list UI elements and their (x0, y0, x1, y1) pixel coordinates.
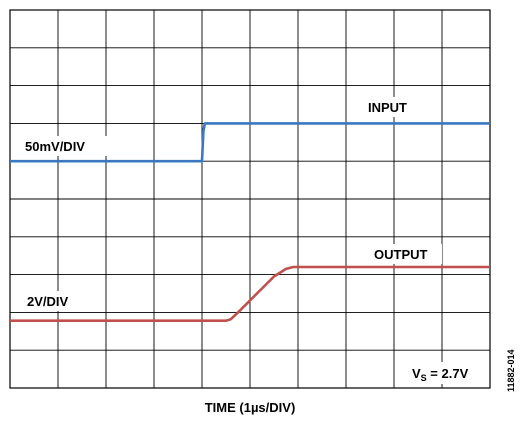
figure-id: 11882-014 (506, 349, 516, 392)
input-label-bg (364, 97, 422, 117)
output-scale-bg (22, 291, 90, 311)
x-axis-label: TIME (1µs/DIV) (205, 400, 296, 415)
traces (10, 122, 490, 323)
vs-subscript: S (421, 373, 427, 383)
input-scale-bg (22, 136, 108, 156)
input-scale-label: 50mV/DIV (25, 139, 85, 154)
series-line-output (10, 265, 490, 323)
grid (10, 10, 490, 388)
series-line-input (10, 122, 490, 163)
vs-label-bg (406, 362, 486, 384)
output-label-bg (370, 244, 442, 264)
vs-prefix: V (412, 366, 421, 381)
input-label: INPUT (368, 100, 407, 115)
supply-voltage-label: VS = 2.7V (412, 366, 469, 383)
output-scale-label: 2V/DIV (27, 294, 69, 309)
plot-frame (9, 9, 491, 389)
vs-value: = 2.7V (427, 366, 469, 381)
output-label: OUTPUT (374, 247, 428, 262)
